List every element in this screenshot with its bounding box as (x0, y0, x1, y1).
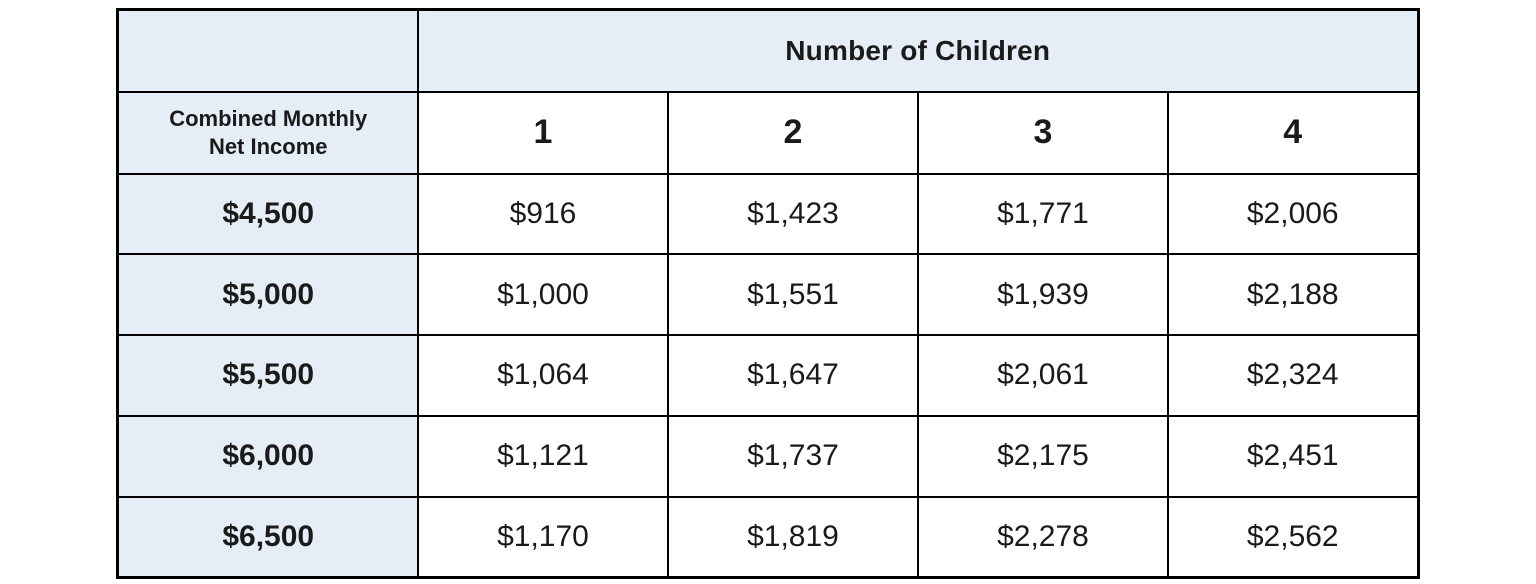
value-cell: $1,939 (916, 253, 1169, 337)
value-cell: $1,423 (666, 172, 919, 256)
table-row: $5,500 $1,064 $1,647 $2,061 $2,324 (116, 334, 1420, 417)
table-body: $4,500 $916 $1,423 $1,771 $2,006 $5,000 $1,000… (116, 172, 1420, 579)
value-cell: $1,771 (916, 172, 1169, 256)
value-cell: $2,451 (1166, 414, 1420, 498)
children-count-header: 1 (416, 90, 669, 175)
value-cell: $1,064 (416, 334, 669, 417)
value-cell: $1,551 (666, 253, 919, 337)
value-cell: $2,324 (1166, 334, 1420, 417)
value-cell: $916 (416, 172, 669, 256)
children-count-header: 3 (916, 90, 1169, 175)
value-cell: $1,121 (416, 414, 669, 498)
value-cell: $2,061 (916, 334, 1169, 417)
corner-cell (116, 8, 419, 93)
income-cell: $5,500 (116, 334, 419, 417)
table-title: Number of Children (416, 8, 1420, 93)
table-row: $4,500 $916 $1,423 $1,771 $2,006 (116, 172, 1420, 256)
value-cell: $2,278 (916, 495, 1169, 579)
child-support-table: Number of Children Combined Monthly Net … (116, 8, 1420, 579)
children-count-header: 4 (1166, 90, 1420, 175)
income-column-label: Combined Monthly Net Income (116, 90, 419, 175)
income-cell: $6,500 (116, 495, 419, 579)
value-cell: $1,170 (416, 495, 669, 579)
children-count-header: 2 (666, 90, 919, 175)
value-cell: $1,819 (666, 495, 919, 579)
income-cell: $4,500 (116, 172, 419, 256)
table-row: $5,000 $1,000 $1,551 $1,939 $2,188 (116, 253, 1420, 337)
page: Number of Children Combined Monthly Net … (0, 8, 1536, 584)
table-row: $6,500 $1,170 $1,819 $2,278 $2,562 (116, 495, 1420, 579)
value-cell: $2,562 (1166, 495, 1420, 579)
title-row: Number of Children (116, 8, 1420, 93)
income-cell: $5,000 (116, 253, 419, 337)
income-column-label-text: Combined Monthly Net Income (169, 106, 368, 159)
value-cell: $2,175 (916, 414, 1169, 498)
value-cell: $2,188 (1166, 253, 1420, 337)
value-cell: $2,006 (1166, 172, 1420, 256)
value-cell: $1,000 (416, 253, 669, 337)
value-cell: $1,737 (666, 414, 919, 498)
table-row: $6,000 $1,121 $1,737 $2,175 $2,451 (116, 414, 1420, 498)
income-cell: $6,000 (116, 414, 419, 498)
value-cell: $1,647 (666, 334, 919, 417)
